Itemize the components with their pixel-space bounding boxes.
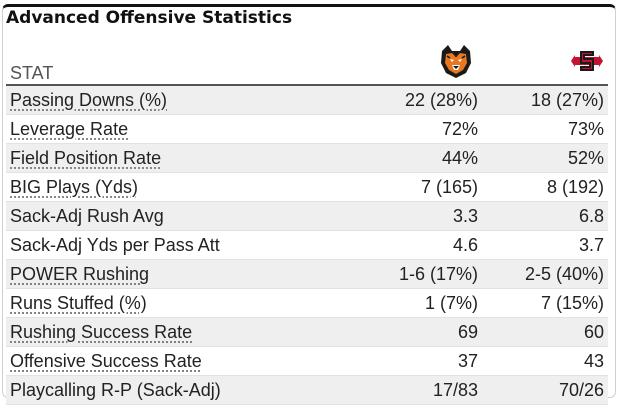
- sdsu-logo-icon: [571, 51, 603, 71]
- team1-value: 7 (165): [420, 176, 478, 197]
- team1-value: 69: [457, 321, 478, 342]
- team2-value: 18 (27%): [530, 89, 604, 110]
- team2-value: 6.8: [578, 205, 604, 226]
- team2-value: 3.7: [578, 234, 604, 255]
- team2-value: 8 (192): [546, 176, 604, 197]
- team2-value: 60: [583, 321, 604, 342]
- team1-value: 37: [457, 350, 478, 371]
- team1-value: 3.3: [452, 205, 478, 226]
- stat-label[interactable]: BIG Plays (Yds): [10, 176, 139, 197]
- table-row: Leverage Rate 72% 73%: [6, 115, 608, 144]
- table-row: Sack-Adj Yds per Pass Att 4.6 3.7: [6, 231, 608, 260]
- table-row: Playcalling R-P (Sack-Adj) 17/83 70/26: [6, 376, 608, 405]
- table-row: Field Position Rate 44% 52%: [6, 144, 608, 173]
- stats-table-body: Passing Downs (%) 22 (28%) 18 (27%) Leverag…: [6, 86, 608, 405]
- team2-value: 52%: [567, 147, 604, 168]
- stat-label[interactable]: Runs Stuffed (%): [10, 292, 147, 313]
- table-row: BIG Plays (Yds) 7 (165) 8 (192): [6, 173, 608, 202]
- team2-value: 73%: [567, 118, 604, 139]
- team2-value: 70/26: [558, 379, 604, 400]
- stat-label: Sack-Adj Rush Avg: [10, 205, 164, 226]
- table-header: STAT: [6, 40, 608, 86]
- team1-value: 1 (7%): [424, 292, 478, 313]
- tiger-logo-icon: [441, 45, 471, 78]
- team2-value: 2-5 (40%): [524, 263, 604, 284]
- card-title: Advanced Offensive Statistics: [6, 8, 293, 28]
- stat-label[interactable]: Field Position Rate: [10, 147, 162, 168]
- stat-column-header: STAT: [10, 63, 54, 83]
- stat-label: Playcalling R-P (Sack-Adj): [10, 379, 221, 400]
- stat-label[interactable]: Offensive Success Rate: [10, 350, 202, 371]
- stat-label[interactable]: Leverage Rate: [10, 118, 129, 139]
- team2-value: 43: [583, 350, 604, 371]
- stat-label[interactable]: Passing Downs (%): [10, 89, 168, 110]
- table-row: POWER Rushing 1-6 (17%) 2-5 (40%): [6, 260, 608, 289]
- table-row: Offensive Success Rate 37 43: [6, 347, 608, 376]
- team1-value: 44%: [441, 147, 478, 168]
- table-row: Sack-Adj Rush Avg 3.3 6.8: [6, 202, 608, 231]
- team2-value: 7 (15%): [540, 292, 604, 313]
- team1-value: 22 (28%): [404, 89, 478, 110]
- team1-value: 4.6: [452, 234, 478, 255]
- table-row: Runs Stuffed (%) 1 (7%) 7 (15%): [6, 289, 608, 318]
- team1-value: 17/83: [432, 379, 478, 400]
- stat-label[interactable]: Rushing Success Rate: [10, 321, 193, 342]
- team1-value: 1-6 (17%): [398, 263, 478, 284]
- stat-label[interactable]: POWER Rushing: [10, 263, 150, 284]
- stat-label: Sack-Adj Yds per Pass Att: [10, 234, 220, 255]
- table-row: Rushing Success Rate 69 60: [6, 318, 608, 347]
- team1-value: 72%: [441, 118, 478, 139]
- table-row: Passing Downs (%) 22 (28%) 18 (27%): [6, 86, 608, 115]
